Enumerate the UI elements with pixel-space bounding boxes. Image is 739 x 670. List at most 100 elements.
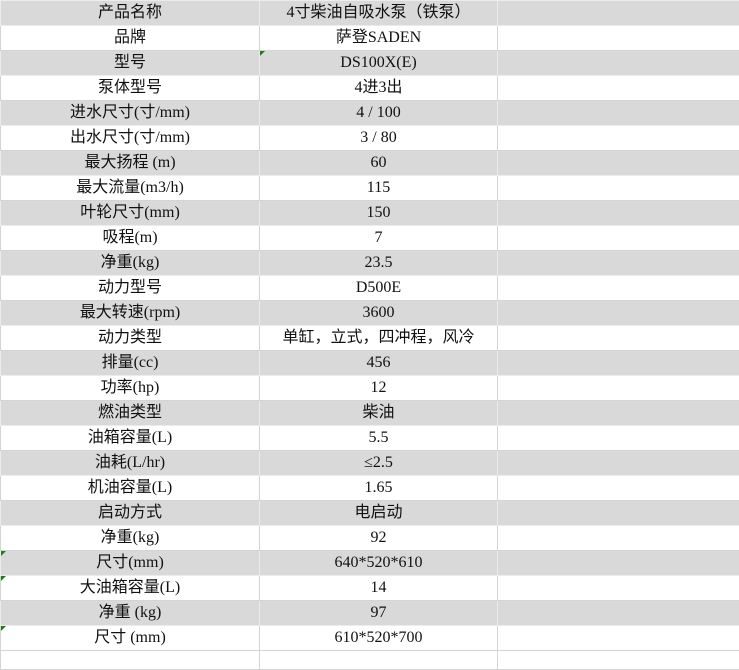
label-cell[interactable]: 吸程(m) [1,226,260,251]
label-cell[interactable]: 净重(kg) [1,526,260,551]
empty-cell[interactable] [498,326,739,351]
value-cell-text: 3600 [363,304,395,321]
value-cell[interactable]: 92 [260,526,498,551]
value-cell[interactable]: 14 [260,576,498,601]
label-cell[interactable]: 叶轮尺寸(mm) [1,201,260,226]
empty-cell[interactable] [498,551,739,576]
empty-cell[interactable] [1,651,260,670]
value-cell[interactable]: DS100X(E) [260,51,498,76]
label-cell-text: 叶轮尺寸(mm) [80,204,180,221]
label-cell[interactable]: 启动方式 [1,501,260,526]
label-cell-text: 排量(cc) [102,354,159,371]
label-cell-text: 最大流量(m3/h) [76,179,184,196]
empty-cell[interactable] [498,251,739,276]
label-cell[interactable]: 尺寸(mm) [1,551,260,576]
value-cell[interactable]: 640*520*610 [260,551,498,576]
empty-cell[interactable] [498,601,739,626]
empty-cell[interactable] [498,451,739,476]
label-cell[interactable]: 油耗(L/hr) [1,451,260,476]
label-cell[interactable]: 功率(hp) [1,376,260,401]
empty-cell[interactable] [498,576,739,601]
label-cell-text: 最大扬程 (m) [84,154,175,171]
label-cell[interactable]: 油箱容量(L) [1,426,260,451]
value-cell[interactable]: ≤2.5 [260,451,498,476]
empty-cell[interactable] [498,476,739,501]
empty-cell[interactable] [498,226,739,251]
empty-cell[interactable] [498,651,739,670]
label-cell[interactable]: 最大转速(rpm) [1,301,260,326]
empty-cell[interactable] [498,276,739,301]
label-cell[interactable]: 品牌 [1,26,260,51]
label-cell[interactable]: 产品名称 [1,1,260,26]
label-cell[interactable]: 尺寸 (mm) [1,626,260,651]
label-cell[interactable]: 大油箱容量(L) [1,576,260,601]
empty-cell[interactable] [498,51,739,76]
value-cell[interactable]: 150 [260,201,498,226]
label-cell[interactable]: 最大流量(m3/h) [1,176,260,201]
value-cell[interactable]: 7 [260,226,498,251]
label-cell-text: 动力类型 [98,329,162,346]
empty-cell[interactable] [498,526,739,551]
value-cell[interactable]: 萨登SADEN [260,26,498,51]
label-cell[interactable]: 排量(cc) [1,351,260,376]
value-cell[interactable]: 610*520*700 [260,626,498,651]
label-cell[interactable]: 净重 (kg) [1,601,260,626]
label-cell-text: 进水尺寸(寸/mm) [70,104,190,121]
empty-cell[interactable] [498,401,739,426]
value-cell[interactable]: D500E [260,276,498,301]
label-cell[interactable]: 动力型号 [1,276,260,301]
value-cell[interactable]: 4进3出 [260,76,498,101]
value-cell[interactable]: 456 [260,351,498,376]
empty-cell[interactable] [498,1,739,26]
label-cell[interactable]: 进水尺寸(寸/mm) [1,101,260,126]
value-cell[interactable]: 5.5 [260,426,498,451]
empty-cell[interactable] [498,26,739,51]
table-row: 最大扬程 (m) 60 [1,151,739,176]
empty-cell[interactable] [498,76,739,101]
empty-cell[interactable] [498,101,739,126]
value-cell[interactable]: 3600 [260,301,498,326]
label-cell[interactable]: 机油容量(L) [1,476,260,501]
label-cell-text: 大油箱容量(L) [80,579,180,596]
empty-cell[interactable] [498,201,739,226]
table-row: 尺寸 (mm)610*520*700 [1,626,739,651]
label-cell[interactable]: 型号 [1,51,260,76]
label-cell[interactable]: 最大扬程 (m) [1,151,260,176]
value-cell[interactable]: 1.65 [260,476,498,501]
label-cell-text: 最大转速(rpm) [80,304,180,321]
empty-cell[interactable] [498,501,739,526]
empty-cell[interactable] [498,176,739,201]
value-cell[interactable]: 4寸柴油自吸水泵（铁泵） [260,1,498,26]
comment-marker-icon [1,626,6,631]
empty-cell[interactable] [498,301,739,326]
value-cell[interactable]: 4 / 100 [260,101,498,126]
label-cell[interactable]: 泵体型号 [1,76,260,101]
empty-cell[interactable] [498,351,739,376]
value-cell[interactable]: 60 [260,151,498,176]
empty-cell[interactable] [498,626,739,651]
table-row: 大油箱容量(L) 14 [1,576,739,601]
label-cell[interactable]: 净重(kg) [1,251,260,276]
value-cell-text: 115 [367,179,390,196]
empty-cell[interactable] [260,651,498,670]
value-cell[interactable]: 23.5 [260,251,498,276]
label-cell[interactable]: 动力类型 [1,326,260,351]
value-cell[interactable]: 97 [260,601,498,626]
empty-cell[interactable] [498,376,739,401]
table-row: 净重(kg)23.5 [1,251,739,276]
value-cell[interactable]: 电启动 [260,501,498,526]
value-cell[interactable]: 12 [260,376,498,401]
table-row: 出水尺寸(寸/mm) 3 / 80 [1,126,739,151]
value-cell[interactable]: 柴油 [260,401,498,426]
label-cell[interactable]: 燃油类型 [1,401,260,426]
value-cell[interactable]: 单缸，立式，四冲程，风冷 [260,326,498,351]
label-cell-text: 出水尺寸(寸/mm) [70,129,190,146]
label-cell-text: 吸程(m) [102,229,157,246]
empty-cell[interactable] [498,426,739,451]
empty-cell[interactable] [498,151,739,176]
empty-cell[interactable] [498,126,739,151]
value-cell[interactable]: 115 [260,176,498,201]
value-cell[interactable]: 3 / 80 [260,126,498,151]
label-cell[interactable]: 出水尺寸(寸/mm) [1,126,260,151]
